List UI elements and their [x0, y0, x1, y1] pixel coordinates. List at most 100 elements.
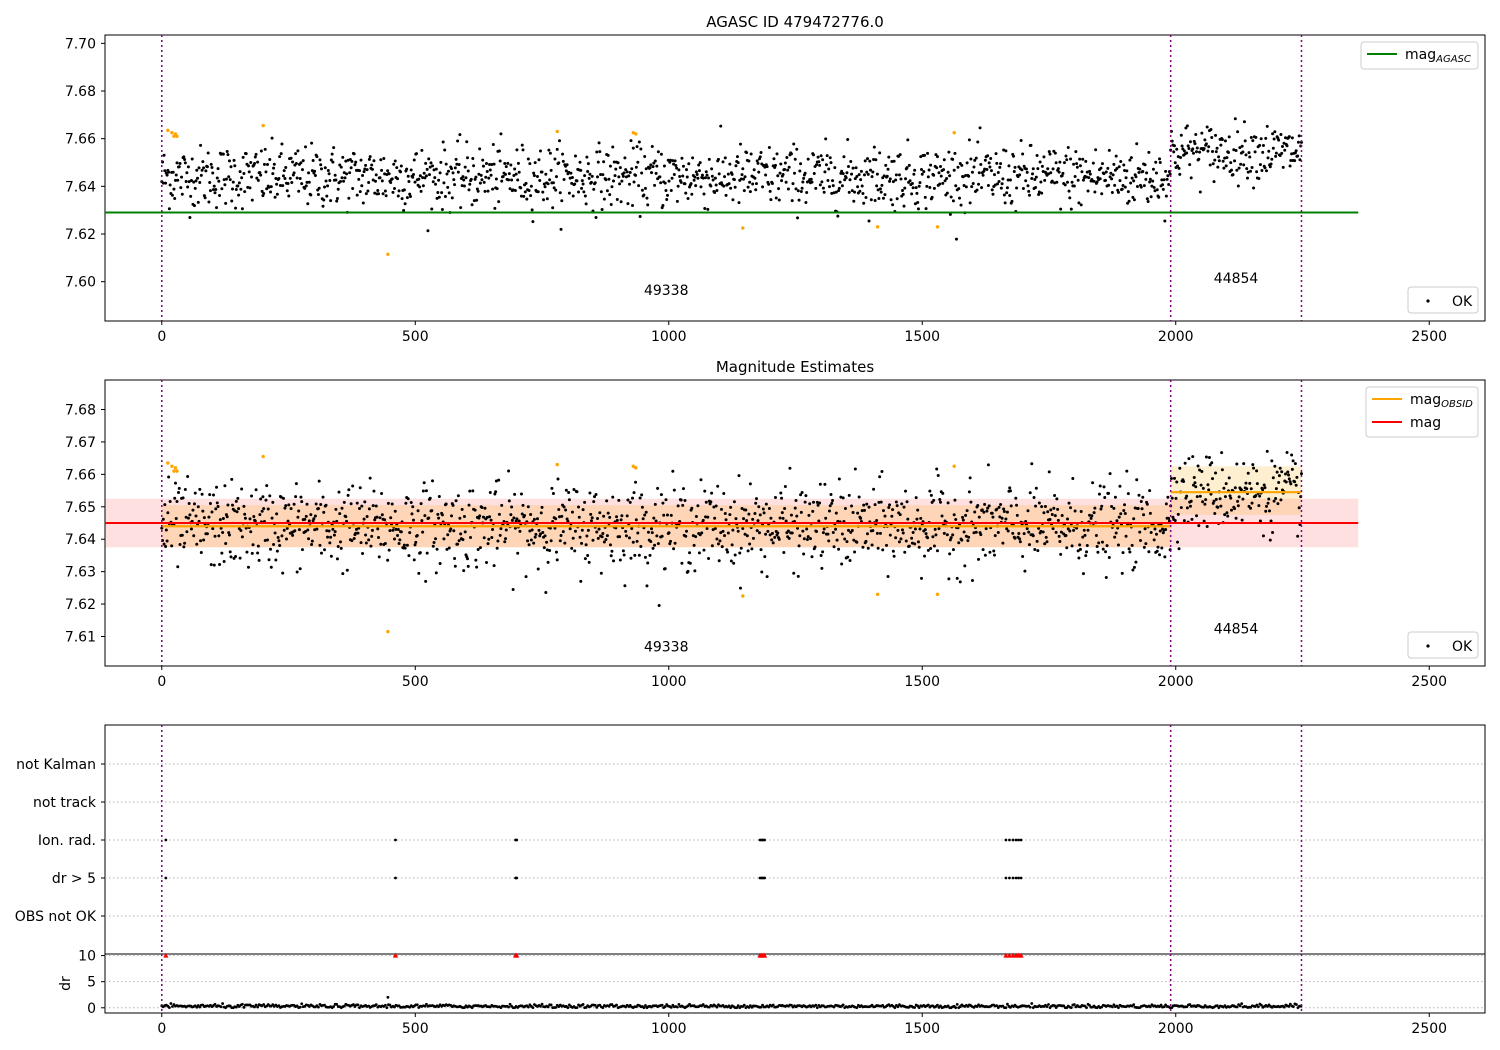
- ok-point: [607, 177, 611, 181]
- ok-point: [527, 188, 531, 192]
- ok-point: [969, 157, 973, 161]
- ok-point: [1218, 497, 1222, 501]
- ok-point: [638, 496, 642, 500]
- ok-point: [1130, 176, 1134, 180]
- ok-point: [1189, 176, 1193, 180]
- ok-point: [983, 158, 987, 162]
- y-tick-label: 7.67: [65, 435, 96, 451]
- ok-point: [1101, 547, 1105, 551]
- ok-point: [1160, 546, 1164, 550]
- ok-point: [785, 156, 789, 160]
- dr-point: [581, 1003, 585, 1006]
- ok-point: [651, 165, 655, 169]
- ok-point: [246, 185, 250, 189]
- ok-point: [1172, 144, 1176, 148]
- ok-point: [1082, 528, 1086, 532]
- ok-point: [451, 171, 455, 175]
- ok-point: [449, 527, 453, 531]
- ok-point: [1118, 179, 1122, 183]
- ok-point: [220, 187, 224, 191]
- ok-point: [275, 549, 279, 553]
- ok-point: [855, 175, 859, 179]
- dr-point: [539, 1004, 542, 1008]
- ok-point: [640, 493, 644, 497]
- ok-point: [829, 493, 833, 497]
- ok-point: [451, 503, 455, 507]
- outlier-point: [875, 225, 880, 229]
- ok-point: [796, 189, 800, 193]
- ok-point: [636, 160, 640, 164]
- ok-point: [877, 500, 881, 504]
- ok-point: [769, 516, 773, 520]
- ok-point: [1075, 165, 1079, 169]
- ok-point: [1227, 476, 1231, 480]
- ok-point: [298, 567, 302, 571]
- ok-point: [820, 566, 824, 570]
- ok-point: [1049, 508, 1053, 512]
- ok-point: [705, 526, 709, 530]
- ok-point: [633, 553, 637, 557]
- ok-point: [269, 185, 273, 189]
- ok-point: [1078, 543, 1082, 547]
- ok-point: [406, 174, 410, 178]
- ok-point: [1104, 170, 1108, 174]
- ok-point: [900, 189, 904, 193]
- ok-point: [364, 192, 368, 196]
- ok-point: [508, 187, 512, 191]
- ok-point: [191, 508, 195, 512]
- ok-point: [532, 171, 536, 175]
- ok-point: [402, 543, 406, 547]
- dr-point: [701, 1003, 705, 1006]
- ok-point: [544, 172, 548, 176]
- ok-point: [1257, 504, 1261, 508]
- ok-point: [526, 505, 530, 509]
- ok-point: [1059, 530, 1063, 534]
- ok-point: [1099, 166, 1103, 170]
- ok-point: [904, 539, 908, 543]
- ok-point: [596, 516, 600, 520]
- ok-point: [329, 158, 333, 162]
- outlier-point: [741, 594, 745, 598]
- dr-point: [1238, 1004, 1242, 1008]
- ok-point: [503, 540, 507, 544]
- ok-point: [1220, 468, 1224, 472]
- ok-point: [1097, 492, 1101, 496]
- ok-point: [988, 550, 992, 554]
- ok-point: [612, 160, 616, 164]
- ok-point: [803, 500, 807, 504]
- ok-point: [284, 166, 288, 170]
- ok-point: [963, 564, 967, 568]
- ok-point: [967, 138, 971, 142]
- ok-point: [381, 192, 385, 196]
- ok-point: [1147, 550, 1151, 554]
- ok-point: [1065, 158, 1069, 162]
- ok-point: [193, 186, 197, 190]
- dr-point: [669, 1006, 673, 1009]
- ok-point: [187, 502, 191, 506]
- ok-point: [1137, 170, 1141, 174]
- ok-point: [435, 196, 439, 200]
- ok-point: [352, 536, 356, 540]
- x-tick-label: 2500: [1411, 674, 1447, 690]
- flag-point: [515, 838, 519, 842]
- ok-point: [358, 190, 362, 194]
- ok-point: [593, 181, 597, 185]
- ok-point: [392, 162, 396, 166]
- ok-point: [685, 175, 689, 179]
- ok-point: [598, 150, 602, 154]
- outlier-point: [166, 461, 170, 465]
- ok-point: [261, 495, 265, 499]
- ok-point: [821, 158, 825, 162]
- ok-point: [624, 534, 628, 538]
- ok-point: [1034, 185, 1038, 189]
- ok-point: [1067, 189, 1071, 193]
- ok-point: [318, 543, 322, 547]
- ok-point: [797, 544, 801, 548]
- ok-point: [691, 156, 695, 160]
- ok-point: [1038, 160, 1042, 164]
- ok-point: [743, 175, 747, 179]
- ok-point: [1156, 545, 1160, 549]
- ok-point: [1100, 192, 1104, 196]
- ok-point: [1215, 146, 1219, 150]
- ok-point: [1153, 189, 1157, 193]
